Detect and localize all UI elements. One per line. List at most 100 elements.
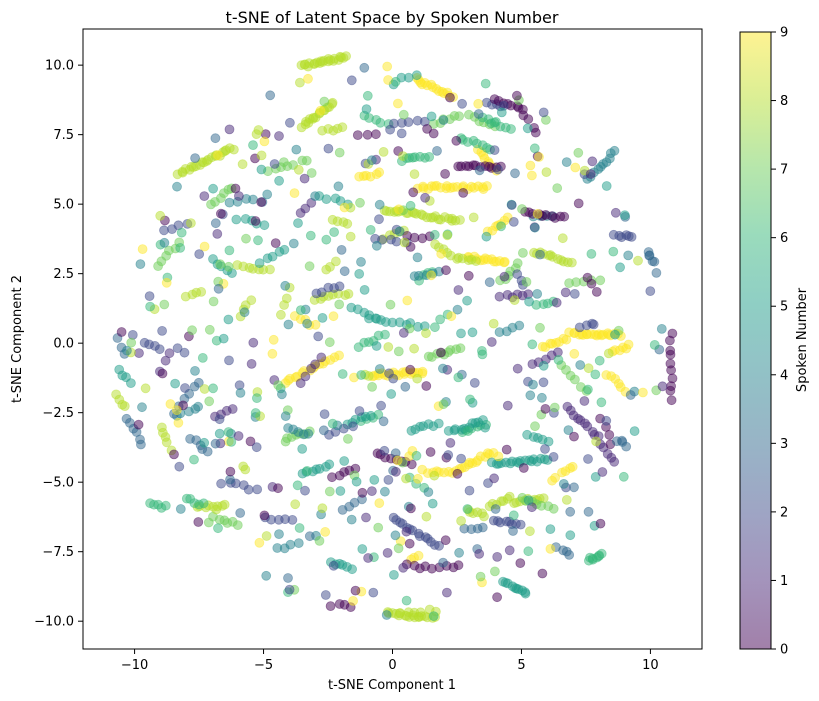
data-point bbox=[315, 105, 326, 116]
data-point bbox=[278, 157, 289, 168]
data-point bbox=[324, 459, 335, 470]
data-point bbox=[540, 444, 550, 454]
data-point bbox=[350, 585, 361, 596]
data-point bbox=[376, 400, 387, 411]
data-point bbox=[347, 564, 358, 575]
data-point bbox=[506, 200, 517, 211]
colorbar-tick-label: 3 bbox=[780, 437, 788, 452]
data-point bbox=[579, 396, 590, 406]
data-point bbox=[386, 389, 397, 399]
data-point bbox=[267, 348, 278, 359]
data-point bbox=[434, 540, 445, 551]
data-point bbox=[369, 474, 380, 485]
data-point bbox=[649, 256, 660, 267]
data-point bbox=[321, 194, 332, 205]
data-point bbox=[359, 62, 370, 73]
y-tick-label: −5.0 bbox=[42, 476, 74, 491]
data-point bbox=[357, 487, 368, 498]
data-point bbox=[303, 73, 313, 84]
data-point bbox=[573, 198, 584, 209]
data-point bbox=[159, 237, 170, 248]
x-axis-ticks: −10 −5 0 5 10 bbox=[121, 649, 659, 673]
data-point bbox=[281, 293, 292, 304]
data-point bbox=[133, 419, 144, 430]
data-point bbox=[330, 256, 341, 267]
data-point bbox=[405, 503, 416, 514]
data-point bbox=[274, 175, 285, 186]
data-point bbox=[594, 355, 605, 366]
data-point bbox=[569, 431, 579, 442]
data-point bbox=[283, 319, 294, 330]
x-tick-label: −5 bbox=[254, 658, 273, 673]
data-point bbox=[583, 363, 594, 374]
data-point bbox=[537, 568, 548, 579]
data-point bbox=[530, 127, 541, 138]
data-point bbox=[561, 157, 572, 168]
data-point bbox=[391, 236, 402, 247]
data-point bbox=[401, 473, 411, 484]
data-point bbox=[239, 307, 250, 318]
data-point bbox=[517, 204, 527, 214]
data-point bbox=[233, 191, 244, 201]
data-point bbox=[251, 393, 262, 404]
data-point bbox=[451, 135, 462, 146]
data-point bbox=[140, 383, 151, 394]
data-point bbox=[218, 333, 229, 344]
data-point bbox=[160, 500, 171, 511]
data-point bbox=[512, 363, 523, 374]
data-point bbox=[393, 346, 404, 357]
data-point bbox=[474, 549, 485, 559]
data-point bbox=[250, 408, 261, 418]
data-point bbox=[553, 354, 564, 365]
data-point bbox=[595, 275, 606, 286]
data-point bbox=[438, 115, 449, 125]
data-point bbox=[376, 234, 387, 245]
y-tick-label: 10.0 bbox=[45, 59, 74, 74]
data-point bbox=[502, 400, 513, 411]
data-point bbox=[212, 150, 223, 161]
data-point bbox=[306, 168, 317, 178]
data-point bbox=[305, 230, 316, 241]
data-point bbox=[334, 147, 345, 158]
data-point bbox=[379, 445, 390, 456]
data-point bbox=[483, 478, 493, 489]
data-point bbox=[202, 446, 213, 457]
data-point bbox=[160, 355, 171, 366]
data-point bbox=[558, 478, 569, 489]
data-point bbox=[565, 506, 576, 517]
data-point bbox=[597, 467, 608, 477]
data-point bbox=[504, 491, 515, 502]
data-point bbox=[304, 531, 315, 542]
data-point bbox=[284, 584, 295, 595]
data-point bbox=[224, 245, 235, 256]
data-point bbox=[294, 523, 305, 533]
data-point bbox=[246, 358, 257, 369]
data-point bbox=[476, 345, 487, 356]
data-point bbox=[378, 146, 389, 157]
data-point bbox=[215, 208, 226, 219]
data-point bbox=[302, 465, 313, 476]
data-point bbox=[411, 70, 422, 81]
data-point bbox=[538, 107, 549, 118]
data-point bbox=[334, 350, 345, 361]
data-point bbox=[273, 380, 284, 391]
data-point bbox=[231, 214, 242, 225]
data-point bbox=[297, 443, 308, 454]
data-point bbox=[514, 320, 525, 331]
data-point bbox=[256, 150, 267, 161]
data-point bbox=[383, 342, 394, 352]
data-point bbox=[390, 466, 401, 477]
data-point bbox=[618, 471, 629, 482]
data-point bbox=[432, 145, 442, 156]
data-point bbox=[665, 335, 675, 346]
data-point bbox=[530, 421, 540, 432]
data-point bbox=[510, 168, 520, 179]
data-point bbox=[254, 258, 265, 269]
data-point bbox=[471, 256, 481, 267]
data-point bbox=[426, 270, 437, 281]
data-point bbox=[382, 61, 393, 72]
data-point bbox=[437, 363, 448, 374]
data-point bbox=[629, 426, 640, 437]
data-point bbox=[532, 288, 543, 299]
data-point bbox=[477, 522, 488, 533]
